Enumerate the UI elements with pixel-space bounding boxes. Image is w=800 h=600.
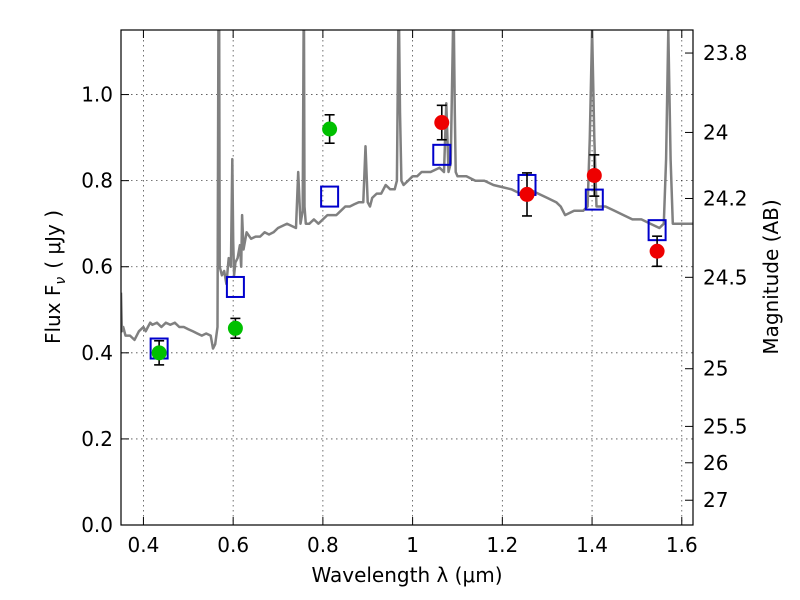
y-axis-title: Flux Fν ( μJy ) — [41, 210, 69, 344]
x-tick-label: 0.8 — [307, 533, 339, 557]
model-spectrum-line — [121, 30, 693, 350]
x-tick-label: 1.6 — [666, 533, 698, 557]
observed-photometry-points — [151, 104, 665, 366]
y-axis-title-subscript: ν — [53, 277, 69, 285]
observed-photometry-point — [649, 243, 665, 259]
secondary-y-axis-title: Magnitude (AB) — [759, 199, 783, 354]
y-axis-title-unit: ( μJy ) — [41, 210, 65, 269]
observed-photometry-point — [586, 167, 602, 183]
y2-tick-label: 25 — [703, 357, 728, 381]
model-spectrum — [121, 30, 693, 350]
model-photometry-box — [225, 275, 245, 298]
axis-ticks: 0.4 0.6 0.8 1 1.2 1.4 1.6 0.0 0.2 0.4 0.6 0.8 1.0 23.… — [81, 30, 748, 557]
y2-tick-label: 24 — [703, 120, 728, 144]
y2-tick-label: 26 — [703, 451, 728, 475]
observed-photometry-point — [151, 345, 167, 361]
x-tick-label: 0.4 — [128, 533, 160, 557]
y-tick-label: 0.2 — [81, 427, 113, 451]
observed-photometry-point — [519, 186, 535, 202]
y2-tick-label: 23.8 — [703, 41, 748, 65]
observed-photometry-point — [322, 121, 338, 137]
y-tick-label: 0.6 — [81, 255, 113, 279]
y-tick-label: 0.0 — [81, 513, 113, 537]
model-photometry-box — [432, 143, 452, 166]
x-tick-label: 1.2 — [486, 533, 518, 557]
x-tick-label: 0.6 — [217, 533, 249, 557]
y2-tick-label: 24.2 — [703, 186, 748, 210]
model-photometry-box — [320, 185, 340, 208]
y-tick-label: 0.4 — [81, 341, 113, 365]
model-photometry-boxes — [149, 143, 667, 360]
y-tick-label: 1.0 — [81, 83, 113, 107]
y2-tick-label: 25.5 — [703, 414, 748, 438]
observed-photometry-point — [434, 115, 450, 131]
x-tick-label: 1 — [406, 533, 419, 557]
y2-tick-label: 24.5 — [703, 265, 748, 289]
y-tick-label: 0.8 — [81, 169, 113, 193]
x-axis-title: Wavelength λ (μm) — [311, 563, 502, 587]
y2-tick-label: 27 — [703, 488, 728, 512]
x-tick-label: 1.4 — [576, 533, 608, 557]
observed-photometry-point — [227, 320, 243, 336]
y-axis-title-main: Flux F — [41, 285, 65, 344]
